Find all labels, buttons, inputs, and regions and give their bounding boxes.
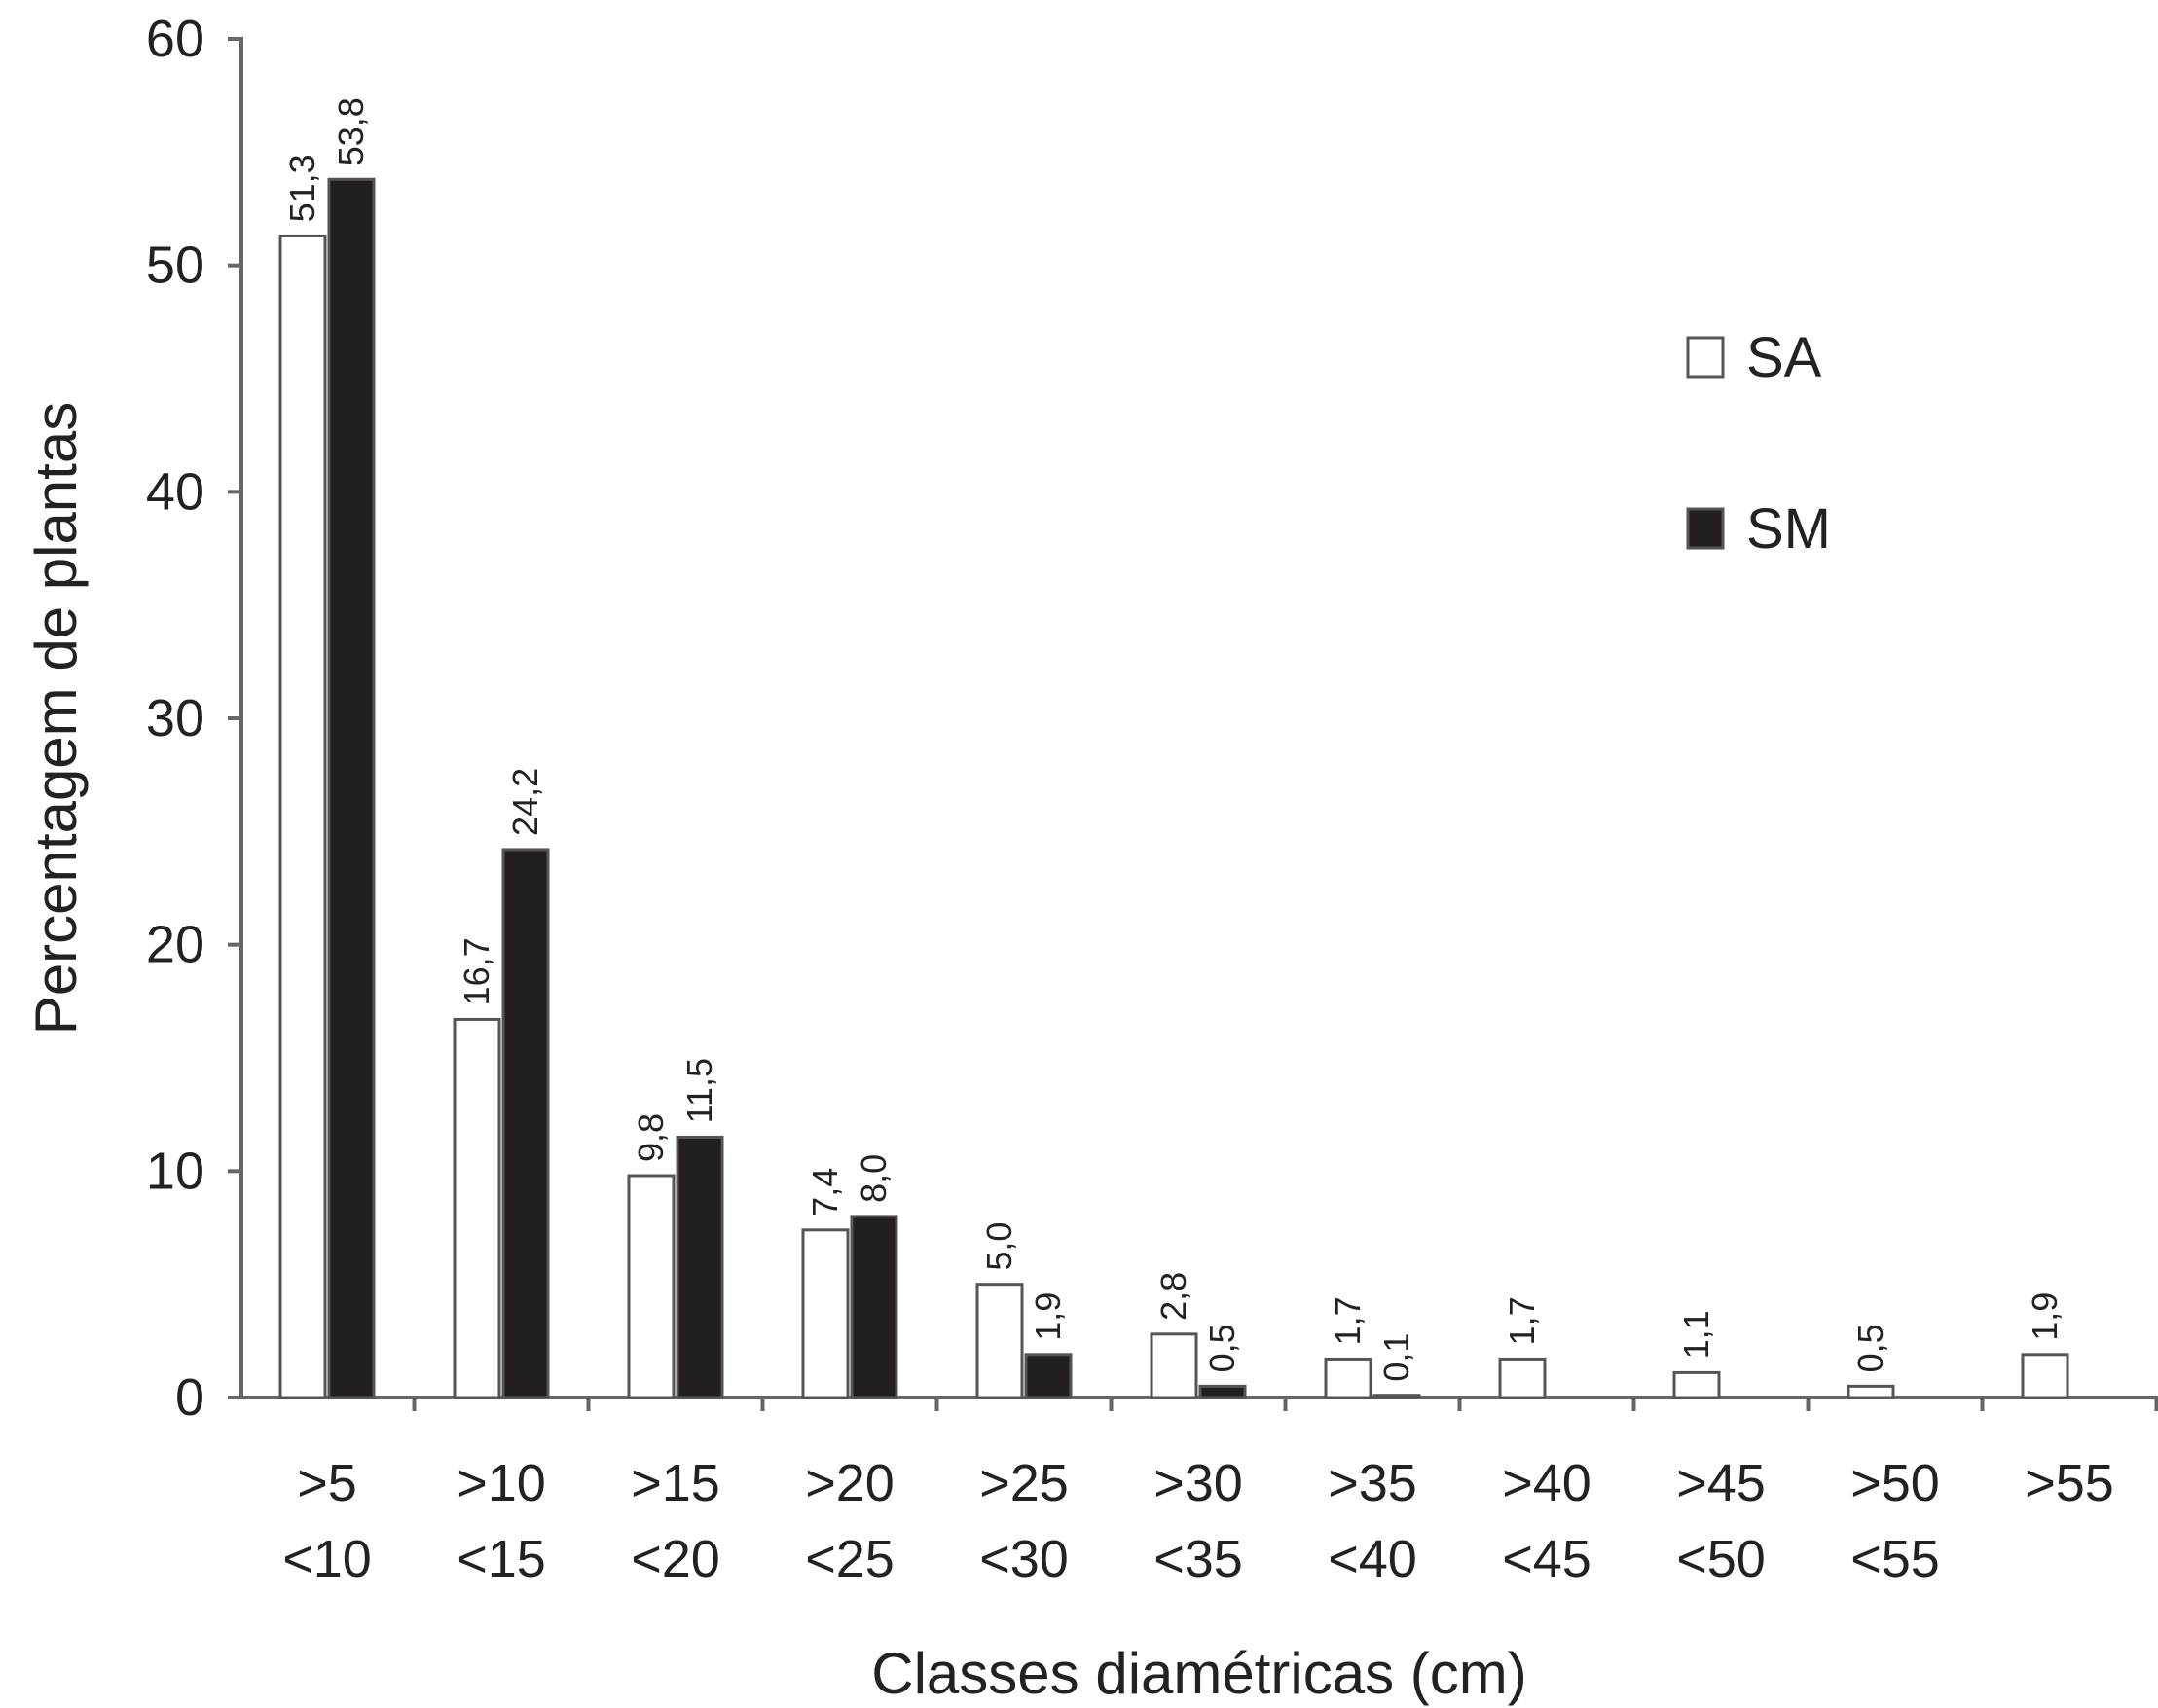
data-label-sa-1: 16,7 [457,937,496,1005]
bar-sa-3 [801,1228,850,1399]
y-tick-label: 0 [175,1368,204,1427]
data-label-sm-5: 0,5 [1202,1324,1242,1372]
x-category-label: <20 [631,1530,720,1588]
y-tick-label: 50 [146,236,204,295]
x-category-label: <40 [1328,1530,1417,1588]
x-category-label: >35 [1328,1454,1417,1512]
bar-sm-2 [676,1135,724,1399]
x-category-label: <45 [1502,1530,1591,1588]
x-category-label: <35 [1153,1530,1243,1588]
bar-sm-4 [1024,1353,1073,1399]
bar-sm-5 [1198,1384,1247,1399]
data-label-sa-0: 51,3 [282,154,322,222]
data-label-sm-0: 53,8 [331,97,371,165]
x-category-label: <25 [805,1530,895,1588]
y-tick-label: 20 [146,916,204,974]
y-tick-label: 10 [146,1142,204,1200]
bar-sm-0 [327,177,376,1399]
x-category-label: >40 [1502,1454,1591,1512]
data-label-sm-3: 8,0 [854,1154,894,1203]
data-label-sa-7: 1,7 [1502,1296,1542,1345]
x-axis-title: Classes diamétricas (cm) [871,1641,1526,1706]
bar-sm-6 [1372,1394,1421,1399]
data-label-sm-1: 24,2 [505,768,545,836]
bar-sm-1 [501,848,550,1399]
bar-sm-3 [850,1215,898,1399]
legend-label-sa: SA [1746,326,1822,389]
bar-sa-8 [1672,1370,1721,1399]
bar-sa-1 [453,1017,501,1399]
data-label-sm-4: 1,9 [1028,1292,1068,1341]
y-tick-label: 40 [146,462,204,521]
bar-sa-0 [278,234,327,1399]
data-label-sa-3: 7,4 [805,1168,845,1217]
bar-sa-10 [2021,1353,2069,1399]
data-label-sa-2: 9,8 [631,1113,671,1162]
x-category-label: >5 [297,1454,357,1512]
bar-sa-7 [1498,1357,1547,1399]
data-label-sa-10: 1,9 [2025,1292,2065,1341]
legend-swatch-sa [1686,336,1725,379]
x-category-label: <10 [282,1530,372,1588]
y-tick-label: 60 [146,10,204,68]
y-axis-title: Percentagem de plantas [23,402,89,1035]
legend-label-sm: SM [1746,497,1831,561]
data-label-sm-2: 11,5 [679,1058,719,1123]
bar-sa-2 [627,1174,676,1399]
bar-sa-9 [1847,1384,1895,1399]
x-category-label: >55 [2025,1454,2114,1512]
x-category-label: >45 [1676,1454,1766,1512]
bar-sa-6 [1324,1357,1372,1399]
x-category-label: <55 [1850,1530,1940,1588]
x-category-label: >50 [1850,1454,1940,1512]
x-category-label: >25 [979,1454,1069,1512]
legend-swatch-sm [1686,507,1725,550]
data-label-sa-5: 2,8 [1153,1272,1193,1321]
x-category-label: >20 [805,1454,895,1512]
x-category-label: <30 [979,1530,1069,1588]
bar-sa-4 [975,1283,1024,1399]
bar-sa-5 [1150,1332,1198,1399]
x-category-label: >15 [631,1454,720,1512]
data-label-sa-4: 5,0 [979,1222,1019,1271]
data-label-sa-8: 1,1 [1676,1310,1716,1359]
data-label-sa-6: 1,7 [1328,1296,1368,1345]
x-category-label: <15 [457,1530,546,1588]
y-tick-label: 30 [146,689,204,747]
data-label-sm-6: 0,1 [1376,1333,1416,1382]
x-category-label: >10 [457,1454,546,1512]
x-category-label: <50 [1676,1530,1766,1588]
data-label-sa-9: 0,5 [1850,1324,1890,1372]
x-category-label: >30 [1153,1454,1243,1512]
